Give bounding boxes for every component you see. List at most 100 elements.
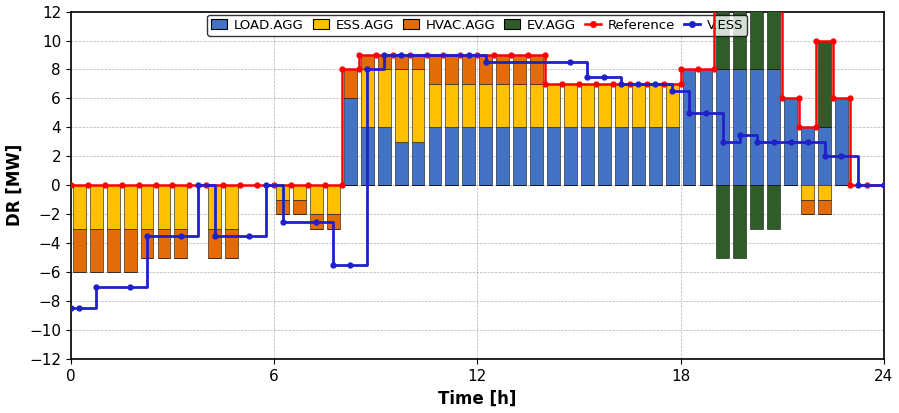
Bar (107, 185, 120, 229)
Bar (226, 185, 238, 229)
Bar (751, 0, 763, 69)
Bar (496, 55, 509, 84)
Bar (140, 229, 154, 258)
Bar (751, 185, 763, 229)
Bar (734, 69, 746, 185)
Bar (682, 69, 696, 185)
Bar (615, 84, 628, 128)
Bar (547, 84, 560, 128)
Bar (378, 69, 390, 128)
Bar (174, 229, 187, 258)
Bar (412, 55, 424, 69)
Bar (310, 214, 323, 229)
Bar (530, 128, 543, 185)
Bar (276, 200, 289, 214)
Bar (90, 185, 102, 229)
Bar (90, 229, 102, 272)
Bar (174, 185, 187, 229)
Bar (564, 84, 577, 128)
Bar (717, 185, 729, 258)
Bar (835, 98, 848, 185)
Bar (412, 142, 424, 185)
Bar (717, 69, 729, 185)
Bar (496, 84, 509, 128)
Bar (479, 84, 493, 128)
Bar (632, 128, 645, 185)
Bar (360, 55, 374, 69)
X-axis label: Time [h]: Time [h] (438, 389, 517, 408)
Bar (513, 128, 526, 185)
Bar (327, 214, 340, 229)
Bar (767, 185, 780, 229)
Bar (734, 185, 746, 258)
Bar (818, 185, 831, 200)
Bar (717, 0, 729, 69)
Bar (343, 98, 357, 185)
Bar (157, 229, 171, 258)
Bar (801, 200, 814, 214)
Bar (276, 185, 289, 200)
Bar (73, 229, 85, 272)
Bar (530, 55, 543, 84)
Bar (209, 185, 221, 229)
Bar (107, 229, 120, 272)
Bar (429, 55, 441, 84)
Bar (140, 185, 154, 229)
Bar (598, 84, 610, 128)
Bar (632, 84, 645, 128)
Bar (209, 229, 221, 258)
Bar (581, 128, 594, 185)
Bar (767, 0, 780, 69)
Y-axis label: DR [MW]: DR [MW] (5, 144, 23, 226)
Bar (649, 128, 662, 185)
Bar (564, 128, 577, 185)
Bar (801, 185, 814, 200)
Bar (801, 128, 814, 185)
Bar (446, 55, 458, 84)
Bar (581, 84, 594, 128)
Bar (360, 69, 374, 128)
Bar (429, 128, 441, 185)
Bar (226, 229, 238, 258)
Bar (818, 40, 831, 128)
Bar (784, 98, 797, 185)
Bar (360, 128, 374, 185)
Legend: LOAD.AGG, ESS.AGG, HVAC.AGG, EV.AGG, Reference, V.ESS: LOAD.AGG, ESS.AGG, HVAC.AGG, EV.AGG, Ref… (208, 15, 747, 36)
Bar (496, 128, 509, 185)
Bar (293, 200, 306, 214)
Bar (598, 128, 610, 185)
Bar (462, 84, 476, 128)
Bar (751, 69, 763, 185)
Bar (124, 229, 137, 272)
Bar (343, 69, 357, 98)
Bar (73, 185, 85, 229)
Bar (615, 128, 628, 185)
Bar (530, 84, 543, 128)
Bar (395, 69, 407, 142)
Bar (818, 200, 831, 214)
Bar (462, 55, 476, 84)
Bar (310, 185, 323, 214)
Bar (429, 84, 441, 128)
Bar (513, 84, 526, 128)
Bar (395, 55, 407, 69)
Bar (412, 69, 424, 142)
Bar (157, 185, 171, 229)
Bar (446, 84, 458, 128)
Bar (699, 69, 712, 185)
Bar (479, 55, 493, 84)
Bar (734, 0, 746, 69)
Bar (378, 128, 390, 185)
Bar (665, 128, 679, 185)
Bar (462, 128, 476, 185)
Bar (767, 69, 780, 185)
Bar (479, 128, 493, 185)
Bar (124, 185, 137, 229)
Bar (649, 84, 662, 128)
Bar (446, 128, 458, 185)
Bar (513, 55, 526, 84)
Bar (378, 55, 390, 69)
Bar (395, 142, 407, 185)
Bar (293, 185, 306, 200)
Bar (327, 185, 340, 214)
